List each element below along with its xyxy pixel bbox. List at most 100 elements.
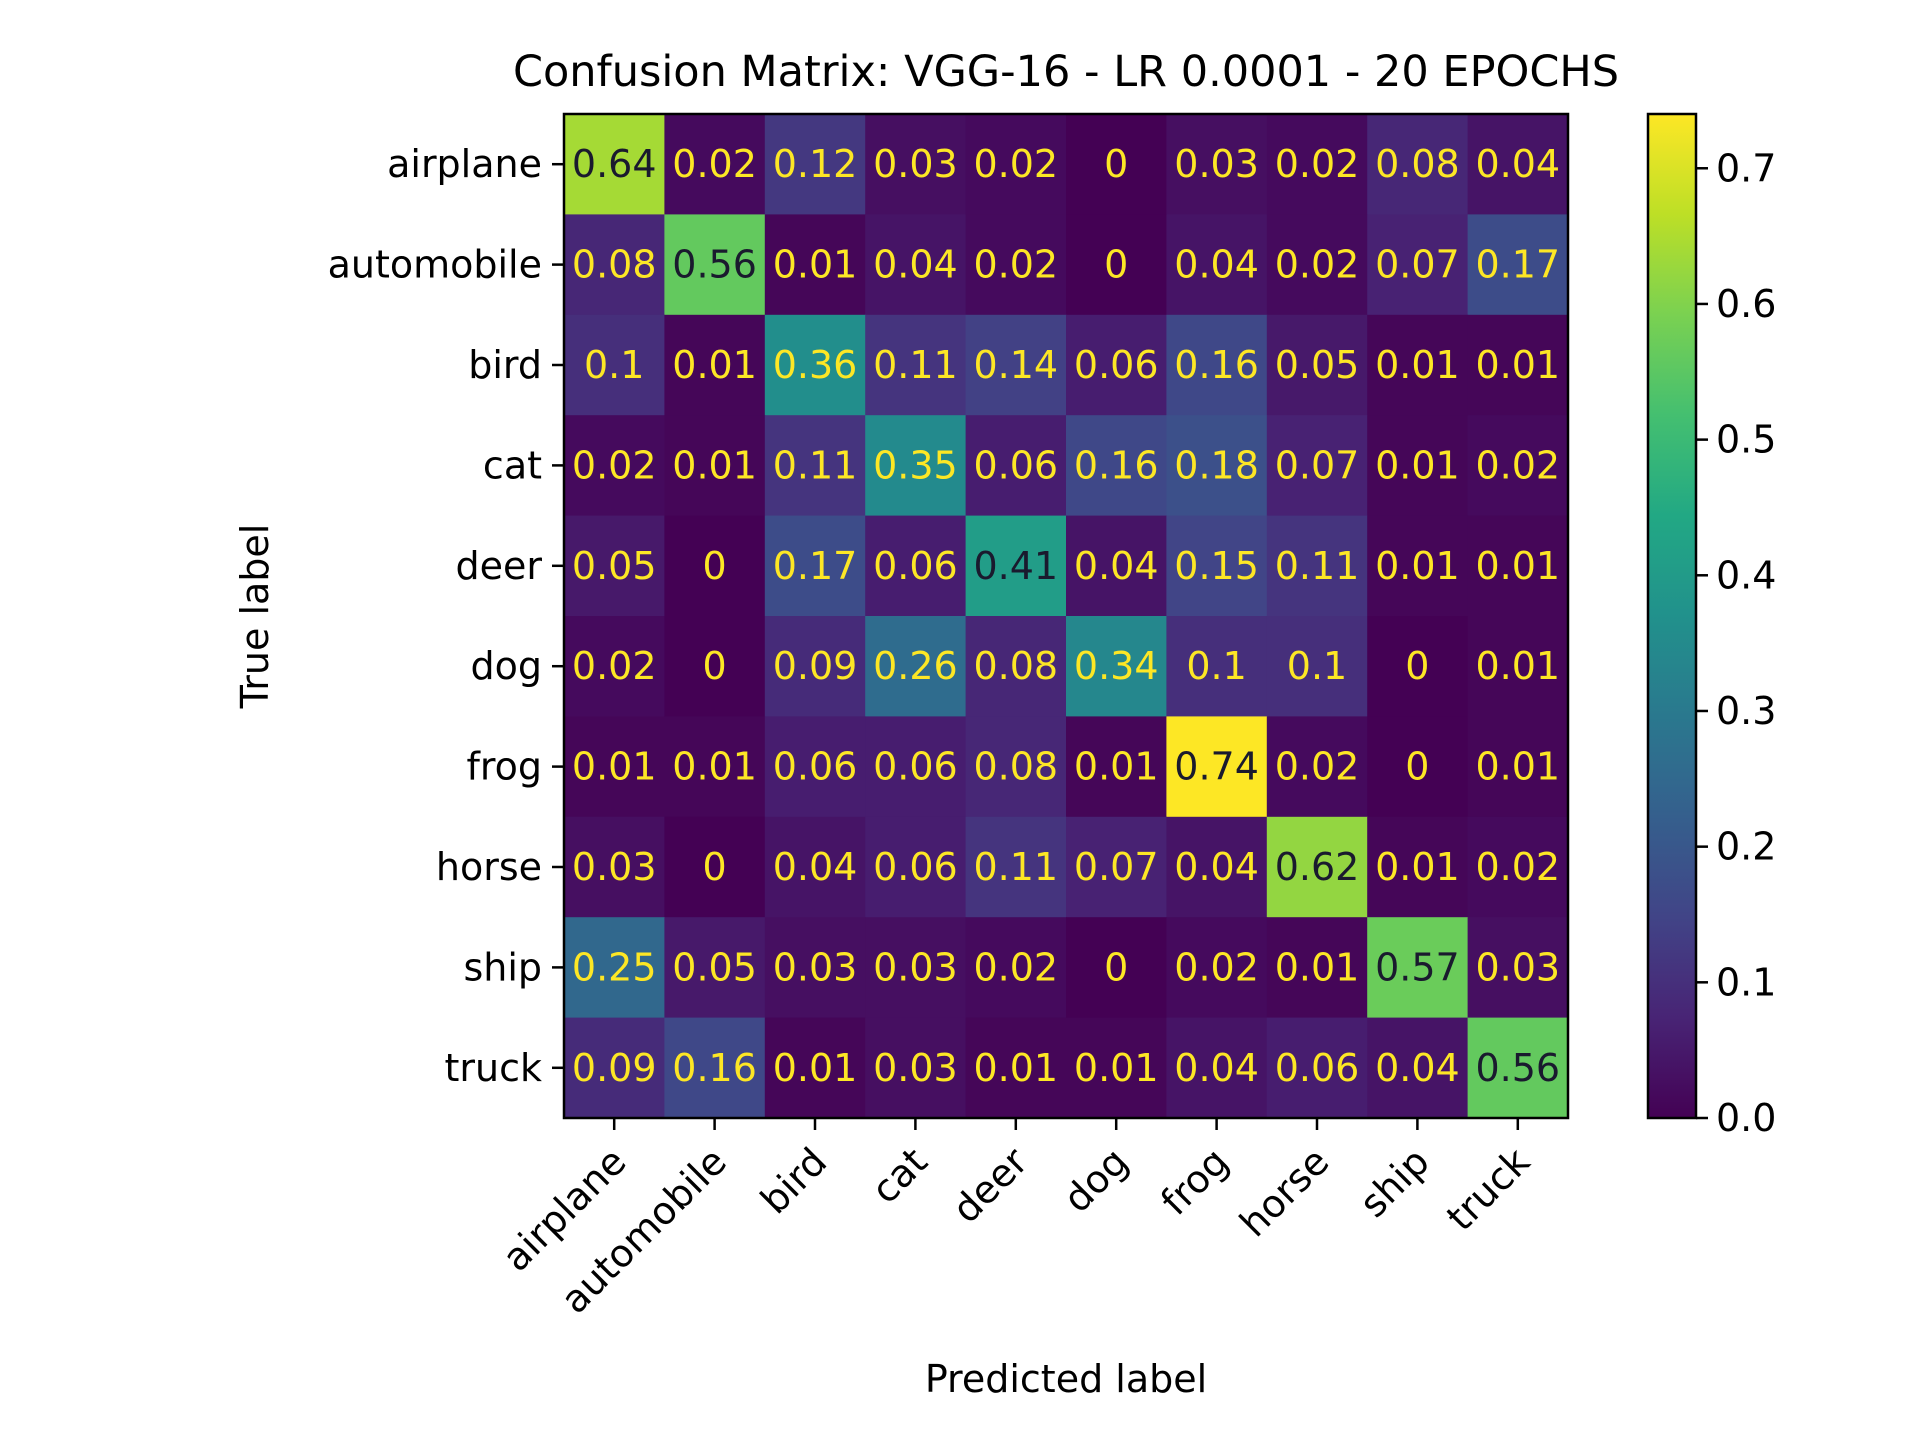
cell-value-label: 0.06 bbox=[873, 544, 958, 588]
heatmap-cell bbox=[764, 616, 866, 717]
y-tick-label: horse bbox=[436, 845, 542, 889]
heatmap-cell bbox=[1467, 114, 1569, 215]
heatmap-cell bbox=[1066, 114, 1167, 215]
cell-value-label: 0.04 bbox=[1174, 1046, 1259, 1090]
y-tick-label: ship bbox=[463, 945, 542, 989]
cell-value-label: 0.03 bbox=[873, 1046, 958, 1090]
y-tick-label: automobile bbox=[328, 243, 542, 287]
heatmap-cell bbox=[1266, 214, 1368, 316]
cell-value-label: 0.01 bbox=[1074, 745, 1159, 789]
cell-value-label: 0.09 bbox=[773, 644, 858, 688]
heatmap-cell bbox=[1367, 214, 1469, 316]
heatmap-cell bbox=[965, 214, 1067, 316]
heatmap-cell bbox=[664, 716, 766, 818]
heatmap-cell bbox=[664, 114, 766, 215]
heatmap-cell bbox=[1266, 616, 1368, 717]
cell-value-label: 0 bbox=[1405, 644, 1429, 688]
y-tick-label: bird bbox=[468, 343, 542, 387]
cell-value-label: 0.02 bbox=[1275, 745, 1360, 789]
heatmap-cell bbox=[564, 515, 665, 617]
cell-value-label: 0.03 bbox=[1174, 142, 1259, 186]
heatmap-cell bbox=[1166, 114, 1268, 215]
heatmap-cell bbox=[1266, 816, 1368, 918]
heatmap-cell bbox=[1367, 314, 1469, 416]
colorbar bbox=[1648, 114, 1696, 1118]
cell-value-label: 0.01 bbox=[1475, 644, 1560, 688]
heatmap-cell bbox=[664, 917, 766, 1019]
heatmap-cell bbox=[1266, 515, 1368, 617]
cell-value-label: 0.07 bbox=[1074, 845, 1159, 889]
heatmap-cell bbox=[764, 917, 866, 1019]
cell-value-label: 0.01 bbox=[773, 1046, 858, 1090]
cell-value-label: 0.12 bbox=[773, 142, 858, 186]
cell-value-label: 0.03 bbox=[873, 142, 958, 186]
heatmap-cell bbox=[1066, 716, 1167, 818]
cell-value-label: 0.06 bbox=[873, 745, 958, 789]
heatmap-cell bbox=[1467, 816, 1569, 918]
x-tick-label: deer bbox=[944, 1139, 1037, 1232]
cell-value-label: 0.04 bbox=[773, 845, 858, 889]
heatmap-cell bbox=[1066, 515, 1167, 617]
x-tick-label: horse bbox=[1231, 1139, 1337, 1245]
cell-value-label: 0.01 bbox=[1475, 544, 1560, 588]
cell-value-label: 0.11 bbox=[773, 443, 858, 487]
heatmap-cell bbox=[1066, 616, 1167, 717]
x-tick-label: bird bbox=[752, 1139, 835, 1222]
heatmap-cell bbox=[764, 214, 866, 316]
heatmap-cell bbox=[564, 917, 665, 1019]
cell-value-label: 0.18 bbox=[1174, 443, 1259, 487]
heatmap-cell bbox=[965, 314, 1067, 416]
heatmap-cell bbox=[1066, 816, 1167, 918]
heatmap-cell bbox=[1467, 1017, 1569, 1119]
cell-value-label: 0.08 bbox=[1375, 142, 1460, 186]
cell-value-label: 0.1 bbox=[584, 343, 644, 387]
cell-value-label: 0.03 bbox=[773, 945, 858, 989]
cell-value-label: 0.16 bbox=[1174, 343, 1259, 387]
plot-frame bbox=[562, 112, 1570, 1120]
heatmap-cell bbox=[1467, 515, 1569, 617]
cell-value-label: 0.01 bbox=[1375, 544, 1460, 588]
heatmap-cell bbox=[965, 415, 1067, 517]
cell-value-label: 0.02 bbox=[1475, 443, 1560, 487]
cell-value-label: 0.06 bbox=[1275, 1046, 1360, 1090]
heatmap-cell bbox=[965, 114, 1067, 215]
cell-value-label: 0.01 bbox=[1375, 845, 1460, 889]
colorbar-tick-label: 0.1 bbox=[1716, 960, 1776, 1004]
cell-value-label: 0.1 bbox=[1287, 644, 1347, 688]
cell-value-label: 0 bbox=[703, 845, 727, 889]
heatmap-cell bbox=[1367, 616, 1469, 717]
cell-value-label: 0.05 bbox=[572, 544, 657, 588]
heatmap-cell bbox=[1266, 114, 1368, 215]
heatmap-cell bbox=[1066, 917, 1167, 1019]
heatmap-cell bbox=[1266, 415, 1368, 517]
cell-value-label: 0.01 bbox=[773, 243, 858, 287]
cell-value-label: 0.06 bbox=[1074, 343, 1159, 387]
heatmap-cell bbox=[1166, 214, 1268, 316]
heatmap-cell bbox=[1467, 616, 1569, 717]
heatmap-cell bbox=[564, 816, 665, 918]
cell-value-label: 0.74 bbox=[1174, 745, 1259, 789]
heatmap-cell bbox=[1367, 415, 1469, 517]
y-tick-label: cat bbox=[483, 443, 542, 487]
heatmap-cell bbox=[965, 515, 1067, 617]
heatmap-cell bbox=[1066, 415, 1167, 517]
colorbar-tick-label: 0.3 bbox=[1716, 689, 1776, 733]
heatmap-cell bbox=[564, 314, 665, 416]
cell-value-label: 0.25 bbox=[572, 945, 657, 989]
cell-value-label: 0.16 bbox=[672, 1046, 757, 1090]
cell-value-label: 0.14 bbox=[973, 343, 1058, 387]
heatmap-cell bbox=[1367, 1017, 1469, 1119]
heatmap-cell bbox=[1166, 917, 1268, 1019]
cell-value-label: 0 bbox=[1104, 945, 1128, 989]
cell-value-label: 0.09 bbox=[572, 1046, 657, 1090]
y-tick-label: frog bbox=[466, 745, 542, 789]
heatmap-cell bbox=[865, 515, 967, 617]
cell-value-label: 0.04 bbox=[1375, 1046, 1460, 1090]
heatmap-cell bbox=[664, 1017, 766, 1119]
x-tick-label: cat bbox=[863, 1139, 936, 1212]
colorbar-tick-label: 0.7 bbox=[1716, 146, 1776, 190]
heatmap-cell bbox=[865, 616, 967, 717]
cell-value-label: 0.06 bbox=[973, 443, 1058, 487]
cell-value-label: 0 bbox=[703, 544, 727, 588]
